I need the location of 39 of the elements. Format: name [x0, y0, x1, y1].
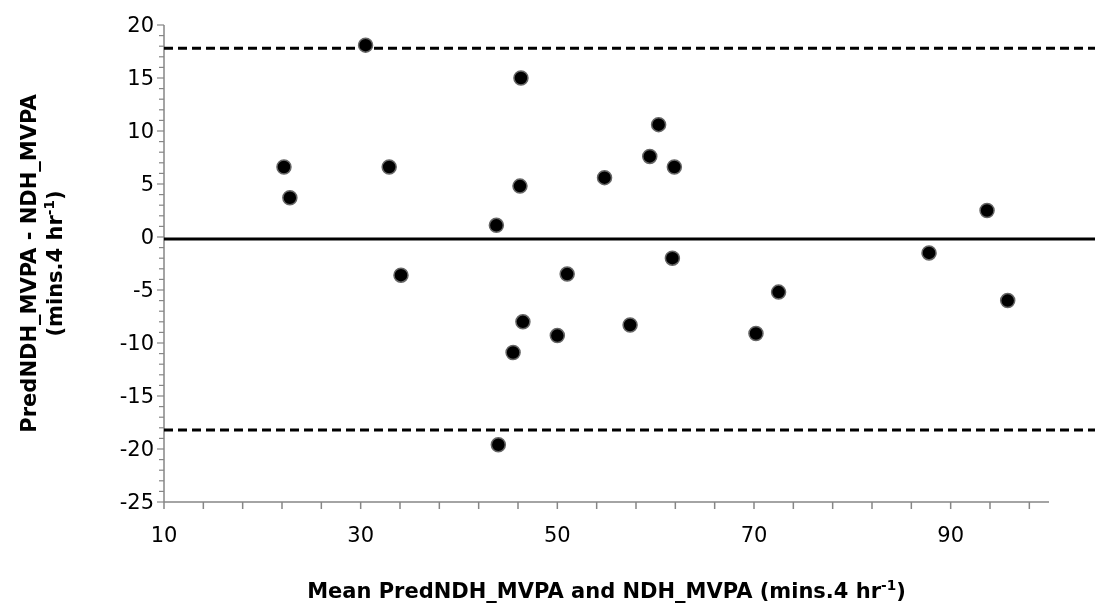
- x-tick-label: 90: [937, 523, 965, 547]
- y-tick-label: 0: [140, 225, 154, 250]
- point: [549, 327, 566, 344]
- point: [282, 190, 298, 206]
- point: [748, 325, 764, 342]
- y-tick-label: -15: [119, 384, 154, 409]
- x-tick-label: 50: [543, 523, 571, 547]
- point: [622, 317, 638, 333]
- point: [393, 267, 409, 283]
- point: [979, 202, 995, 219]
- point: [505, 344, 521, 361]
- point: [276, 159, 292, 175]
- point: [512, 178, 528, 194]
- point: [596, 169, 613, 186]
- point: [666, 159, 683, 175]
- point: [357, 37, 374, 53]
- y-tick-label: 20: [127, 13, 154, 38]
- x-axis-title: Mean PredNDH_MVPA and NDH_MVPA (mins.4 hr$^{-1}$): [307, 577, 906, 603]
- y-tick-label: -20: [119, 437, 154, 462]
- point: [513, 70, 529, 86]
- point: [381, 159, 397, 175]
- y-tick-label: 15: [127, 66, 154, 91]
- y-tick-label: -25: [119, 490, 154, 515]
- y-tick-label: -5: [133, 278, 154, 303]
- y-tick-label: -10: [119, 331, 154, 356]
- point: [559, 266, 575, 282]
- point: [515, 314, 531, 330]
- point: [770, 284, 787, 300]
- y-tick-label: 10: [127, 119, 154, 144]
- y-tick-label: 5: [140, 172, 154, 197]
- point: [921, 245, 937, 261]
- point: [664, 250, 681, 266]
- point: [488, 217, 505, 234]
- x-tick-label: 30: [347, 523, 375, 547]
- point: [650, 116, 667, 133]
- point: [999, 292, 1016, 309]
- x-tick-label: 70: [740, 523, 768, 547]
- point: [490, 437, 507, 453]
- point: [642, 148, 658, 165]
